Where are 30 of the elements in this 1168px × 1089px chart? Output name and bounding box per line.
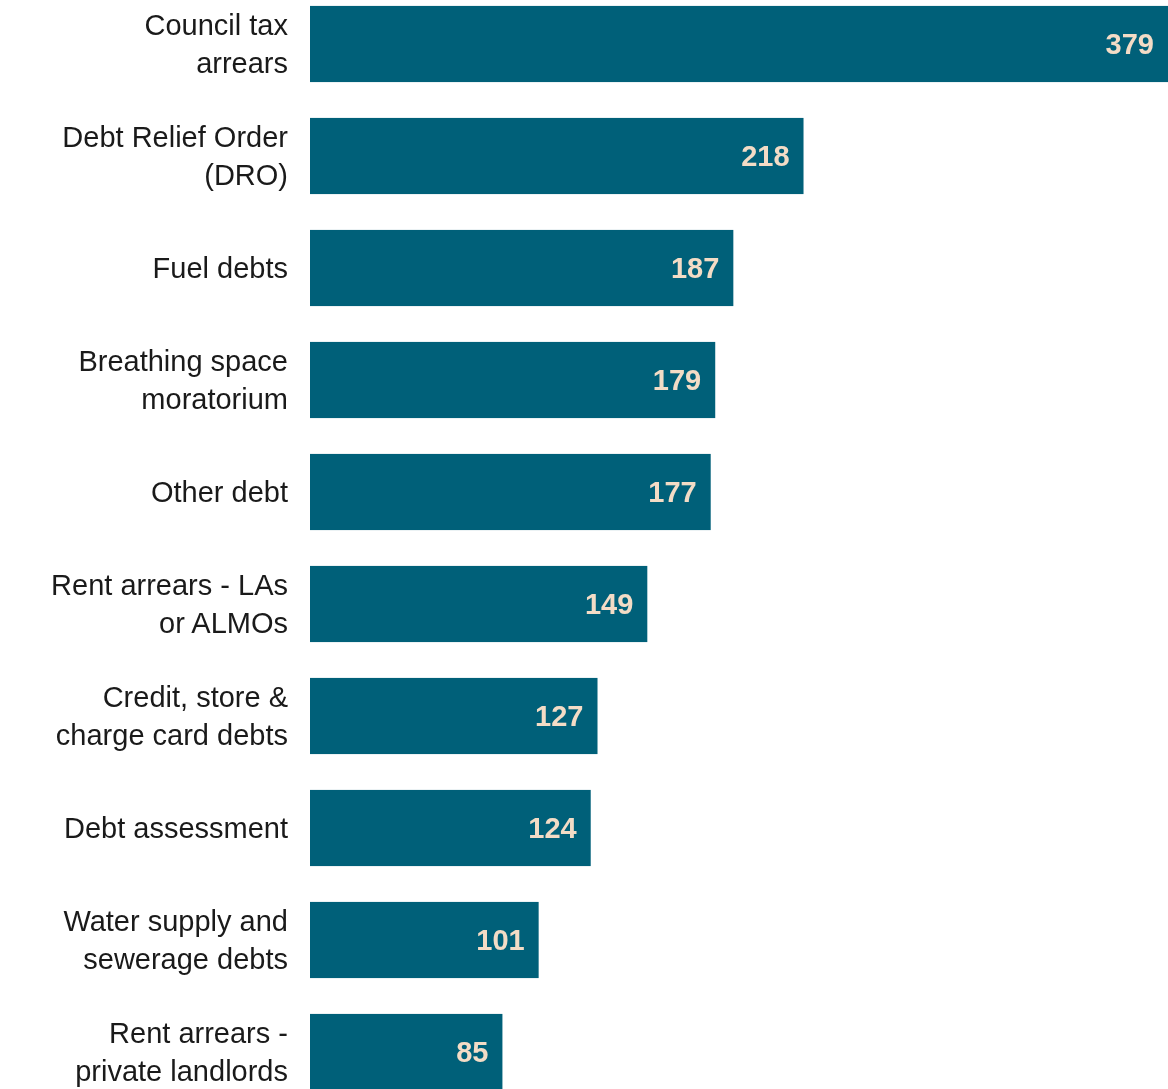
y-tick-label: Credit, store & charge card debts bbox=[55, 681, 288, 752]
bar bbox=[310, 341, 716, 419]
bar bbox=[310, 901, 539, 979]
bar bbox=[310, 1013, 503, 1089]
bar bbox=[310, 229, 734, 307]
data-label: 177 bbox=[648, 476, 697, 509]
data-label: 187 bbox=[670, 252, 720, 285]
data-label: 149 bbox=[584, 588, 634, 621]
data-label: 101 bbox=[476, 924, 525, 957]
y-tick-label: Debt Relief Order (DRO) bbox=[62, 121, 289, 192]
bar bbox=[310, 117, 804, 195]
y-tick-label: Rent arrears - LAs or ALMOs bbox=[51, 569, 288, 640]
y-tick-label: Rent arrears - private landlords bbox=[75, 1017, 288, 1088]
bar bbox=[310, 677, 598, 755]
y-tick-label: Water supply and sewerage debts bbox=[63, 905, 288, 976]
bar bbox=[310, 453, 711, 531]
y-tick-label: Debt assessment bbox=[63, 812, 288, 845]
bar bbox=[310, 565, 648, 643]
data-label: 179 bbox=[652, 364, 702, 397]
bar bbox=[310, 5, 1168, 83]
data-label: 124 bbox=[528, 812, 577, 845]
data-label: 127 bbox=[535, 700, 584, 733]
y-tick-label: Other debt bbox=[150, 476, 288, 509]
data-label: 85 bbox=[456, 1036, 489, 1069]
y-tick-label: Council tax arrears bbox=[144, 9, 289, 80]
bar bbox=[310, 789, 591, 867]
data-label: 379 bbox=[1105, 28, 1154, 61]
data-label: 218 bbox=[741, 140, 790, 173]
y-tick-label: Fuel debts bbox=[152, 252, 288, 285]
y-tick-label: Breathing space moratorium bbox=[78, 345, 288, 416]
